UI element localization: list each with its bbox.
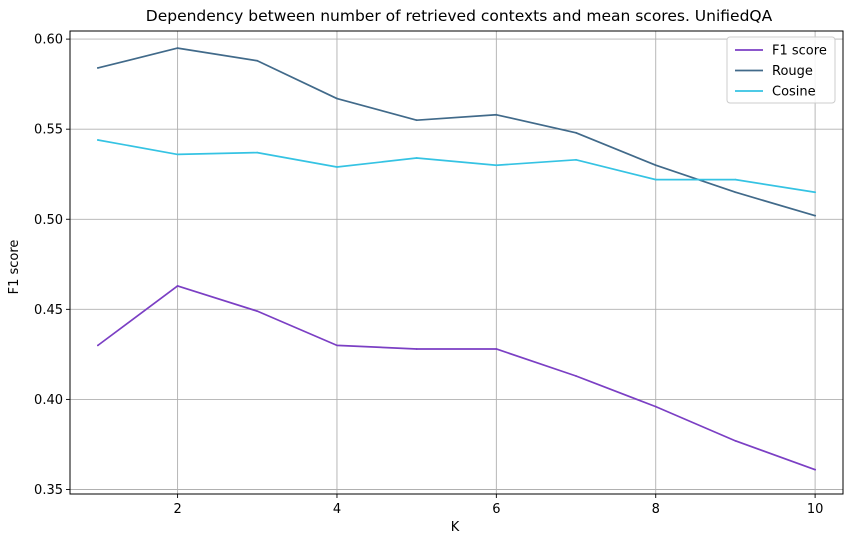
- legend-box: [726, 36, 836, 104]
- x-tick-label: 2: [173, 502, 181, 517]
- chart-title: Dependency between number of retrieved c…: [146, 7, 773, 25]
- data-point-rouge: [176, 47, 179, 50]
- legend-label: Cosine: [772, 85, 816, 100]
- y-tick-label: 0.60: [34, 33, 63, 48]
- y-tick-label: 0.50: [34, 213, 63, 228]
- data-point-f1-score: [256, 310, 259, 313]
- legend-label: F1 score: [772, 44, 827, 59]
- data-point-cosine: [256, 151, 259, 154]
- data-point-f1-score: [336, 344, 338, 347]
- grid-lines: [70, 31, 843, 494]
- data-point-cosine: [176, 153, 179, 156]
- data-point-rouge: [814, 214, 817, 217]
- data-point-f1-score: [96, 344, 99, 347]
- x-tick-label: 8: [652, 502, 660, 517]
- y-axis-label: F1 score: [7, 240, 22, 295]
- series-lines: [96, 47, 817, 471]
- y-tick-label: 0.55: [34, 123, 63, 138]
- data-point-cosine: [96, 139, 99, 141]
- y-tick-label: 0.45: [34, 303, 63, 318]
- data-point-cosine: [495, 164, 498, 167]
- data-point-cosine: [654, 178, 657, 181]
- data-point-f1-score: [575, 375, 577, 377]
- data-point-cosine: [336, 166, 338, 168]
- data-point-cosine: [575, 158, 577, 161]
- data-point-rouge: [734, 191, 737, 194]
- legend-label: Rouge: [772, 64, 813, 79]
- data-point-rouge: [256, 59, 259, 62]
- data-point-cosine: [415, 157, 418, 159]
- data-point-rouge: [415, 119, 418, 122]
- series-line-cosine: [97, 139, 816, 194]
- data-point-rouge: [96, 67, 99, 69]
- data-point-f1-score: [654, 405, 657, 408]
- data-point-rouge: [336, 97, 338, 100]
- series-line-f1-score: [97, 285, 816, 471]
- legend-items: F1 score Rouge Cosine: [735, 44, 827, 100]
- x-tick-label: 10: [807, 502, 824, 517]
- data-point-cosine: [734, 178, 737, 181]
- data-point-f1-score: [495, 348, 498, 350]
- series-line-rouge: [97, 47, 816, 217]
- axis-ticks: 2 4 6 8 10 0.35 0.40 0.45 0.50 0.55 0.60: [34, 33, 823, 517]
- plot-area-frame: [69, 30, 844, 495]
- data-point-cosine: [814, 191, 817, 194]
- x-axis-label: K: [451, 520, 460, 535]
- data-point-f1-score: [415, 348, 418, 350]
- data-point-rouge: [654, 164, 657, 167]
- data-point-f1-score: [734, 439, 737, 442]
- x-tick-label: 6: [492, 502, 500, 517]
- legend: F1 score Rouge Cosine: [726, 36, 836, 104]
- y-tick-label: 0.40: [34, 393, 63, 408]
- data-point-rouge: [495, 113, 498, 116]
- data-point-f1-score: [814, 468, 817, 471]
- data-point-rouge: [575, 131, 577, 134]
- x-tick-label: 4: [333, 502, 341, 517]
- data-point-f1-score: [176, 285, 179, 287]
- y-tick-label: 0.35: [34, 483, 63, 498]
